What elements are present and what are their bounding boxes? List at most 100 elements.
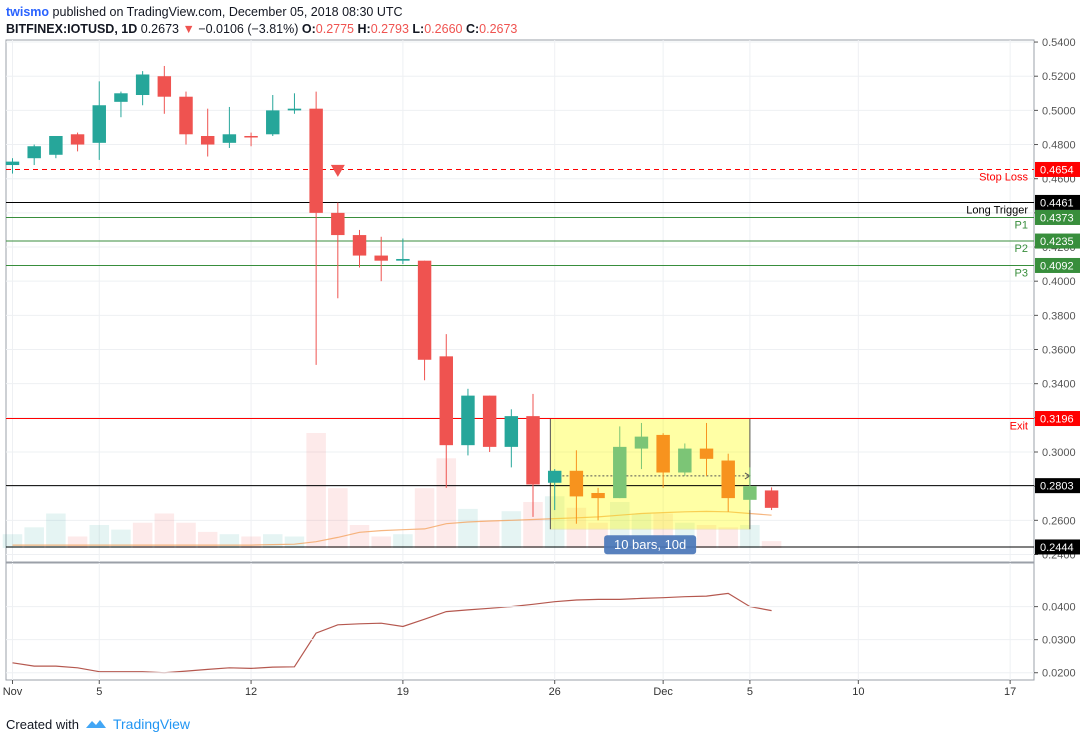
volume-bar — [696, 525, 717, 548]
candle-body — [482, 395, 497, 447]
time-tick-label: 17 — [1004, 686, 1016, 698]
volume-bar — [349, 525, 370, 548]
change-value: −0.0106 (−3.81%) — [198, 22, 299, 36]
price-badge — [1035, 257, 1080, 273]
candle-body — [634, 436, 649, 449]
volume-bar — [89, 525, 110, 548]
volume-bar — [414, 488, 435, 548]
indicator-tick-label: 0.0300 — [1042, 635, 1076, 647]
indicator-tick-label: 0.0400 — [1042, 602, 1076, 614]
volume-bar — [523, 502, 543, 548]
candle-body — [461, 395, 475, 446]
footer: Created with TradingView — [6, 716, 190, 732]
candle-body — [309, 108, 323, 213]
candle-body — [287, 108, 302, 111]
sell-arrow-icon — [330, 164, 345, 177]
volume-bar — [761, 541, 782, 548]
volume-bar — [371, 536, 391, 548]
time-tick-label: 19 — [397, 686, 409, 698]
volume-bar — [67, 536, 88, 548]
volume-bar — [111, 529, 131, 548]
volume-bar — [436, 458, 457, 548]
publish-text: published on TradingView.com, December 0… — [52, 5, 403, 19]
volume-bar — [740, 525, 760, 548]
candle-body — [70, 134, 85, 145]
volume-bar — [588, 522, 608, 548]
time-tick-label: 5 — [96, 686, 102, 698]
moving-average-line — [12, 510, 772, 546]
price-badge — [1035, 209, 1080, 225]
price-badge-label: 0.4373 — [1040, 212, 1074, 224]
volume-bar — [46, 513, 66, 548]
open-label: O: — [301, 22, 316, 36]
candle-body — [266, 110, 280, 135]
price-badge — [1035, 233, 1080, 249]
volume-bar — [24, 527, 44, 548]
candle-body — [92, 105, 106, 143]
candle-body — [135, 74, 150, 96]
candle-body — [157, 76, 172, 97]
volume-bar — [2, 534, 23, 548]
candle-body — [526, 416, 540, 485]
candle-body — [547, 470, 562, 483]
tradingview-brand[interactable]: TradingView — [112, 716, 191, 732]
candle-body — [613, 446, 627, 499]
candle-body — [743, 486, 757, 500]
volume-bar — [306, 433, 326, 548]
time-tick-label: 26 — [549, 686, 561, 698]
low-value: 0.2660 — [424, 22, 463, 36]
price-badge — [1035, 411, 1080, 427]
author-name[interactable]: twismo — [6, 5, 50, 19]
price-badge-label: 0.3196 — [1040, 414, 1074, 426]
low-label: L: — [412, 22, 425, 36]
candle-body — [5, 161, 20, 166]
price-tick-label: 0.5400 — [1042, 37, 1076, 49]
price-tick-label: 0.2600 — [1042, 515, 1076, 527]
symbol-label: BITFINEX:IOTUSD, 1D — [6, 22, 138, 36]
volume-bar — [197, 531, 218, 548]
down-arrow-icon: ▼ — [182, 22, 195, 36]
publish-line: twismo published on TradingView.com, Dec… — [6, 5, 403, 19]
candle-body — [699, 448, 714, 459]
candle-body — [49, 135, 63, 155]
price-tick-label: 0.3600 — [1042, 345, 1076, 357]
level-label: P3 — [1015, 267, 1028, 279]
candle-body — [27, 146, 41, 159]
level-label: Exit — [1010, 421, 1028, 433]
candle-body — [656, 434, 670, 473]
time-tick-label: Dec — [653, 686, 673, 698]
candle-body — [721, 460, 735, 499]
candle-body — [114, 93, 128, 102]
price-badge-label: 0.4092 — [1040, 260, 1074, 272]
price-badge-label: 0.4461 — [1040, 197, 1074, 209]
price-tick-label: 0.4000 — [1042, 276, 1076, 288]
candle-body — [200, 135, 215, 145]
candle-body — [352, 235, 367, 256]
price-badge — [1035, 478, 1080, 494]
level-label: P2 — [1015, 243, 1028, 255]
candle-body — [179, 96, 193, 135]
indicator-tick-label: 0.0200 — [1042, 668, 1076, 680]
volume-bar — [241, 536, 261, 548]
level-label: Long Trigger — [966, 204, 1028, 216]
volume-bar — [501, 511, 522, 548]
price-tick-label: 0.3800 — [1042, 310, 1076, 322]
indicator-pane-frame — [5, 562, 1035, 681]
volume-bar — [544, 496, 565, 548]
range-caption-badge — [604, 535, 697, 555]
volume-bar — [263, 534, 283, 548]
time-tick-label: 10 — [852, 686, 864, 698]
price-tick-label: 0.4800 — [1042, 140, 1076, 152]
price-badge — [1035, 539, 1080, 555]
candle-body — [678, 448, 692, 473]
volume-bar — [458, 508, 478, 548]
price-pane-frame — [5, 39, 1035, 563]
price-tick-label: 0.3400 — [1042, 379, 1076, 391]
candle-body — [439, 356, 453, 446]
candle-body — [764, 490, 779, 508]
price-tick-label: 0.5000 — [1042, 105, 1076, 117]
volume-bar — [132, 522, 153, 548]
price-tick-label: 0.3000 — [1042, 447, 1076, 459]
time-tick-label: Nov — [3, 686, 23, 698]
